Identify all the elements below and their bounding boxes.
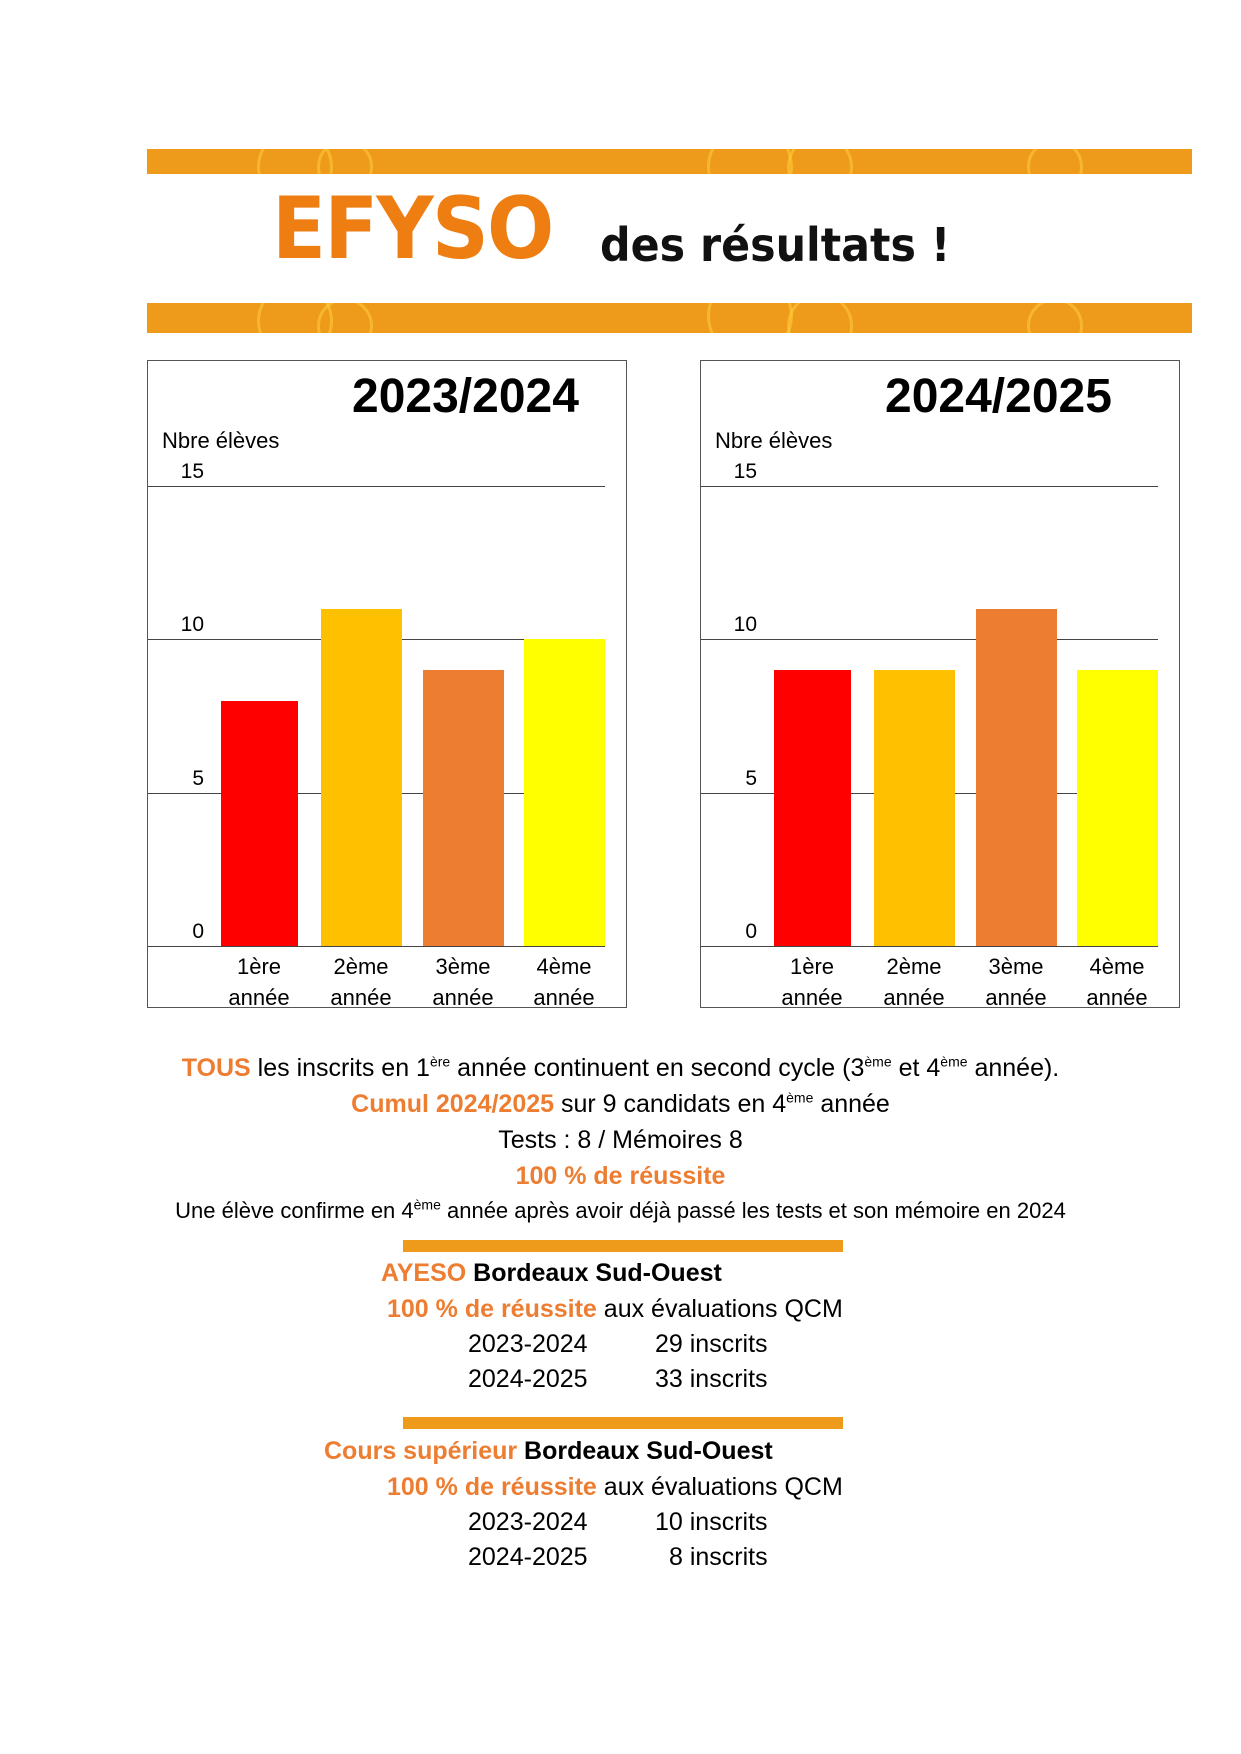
cours-superieur-row-count: 8 inscrits: [669, 1543, 768, 1571]
summary-line-note: Une élève confirme en 4ème année après a…: [175, 1196, 1066, 1223]
ayeso-row-count: 33 inscrits: [655, 1365, 768, 1393]
y-tick-5: 5: [745, 767, 757, 790]
chart-2023-2024: 2023/2024 Nbre élèves 15 10 5 0 1ère anné…: [147, 360, 627, 1010]
chart-title: 2023/2024: [352, 370, 579, 423]
gridline-15: [148, 486, 605, 487]
chart-title: 2024/2025: [885, 370, 1112, 423]
bar-3eme-annee: [423, 670, 504, 946]
gridline-10: [701, 639, 1158, 640]
y-tick-10: 10: [733, 613, 757, 636]
bars-container: [148, 486, 605, 946]
bar-2eme-annee: [874, 670, 955, 946]
x-label-4eme: 4ème année: [1086, 954, 1148, 1010]
chart-2024-2025: 2024/2025 Nbre élèves 15 10 5 0 1ère anné…: [700, 360, 1180, 1010]
bar-2eme-annee: [321, 609, 402, 946]
cours-superieur-row-count: 10 inscrits: [655, 1508, 768, 1536]
cours-superieur-row-year: 2024-2025: [468, 1543, 588, 1571]
x-label-1ere: 1ère année: [781, 954, 843, 1010]
brand-logo: EFYSO: [272, 179, 554, 279]
x-axis-baseline: [701, 946, 1158, 947]
y-tick-5: 5: [192, 767, 204, 790]
summary-line-tests: Tests : 8 / Mémoires 8: [498, 1126, 743, 1154]
bar-4eme-annee: [524, 639, 605, 946]
ayeso-row-year: 2024-2025: [468, 1365, 588, 1393]
banner-stripe-bottom: [147, 303, 1192, 333]
x-axis-baseline: [148, 946, 605, 947]
x-label-4eme: 4ème année: [533, 954, 595, 1010]
bar-3eme-annee: [976, 609, 1057, 946]
ayeso-row-count: 29 inscrits: [655, 1330, 768, 1358]
cours-superieur-success: 100 % de réussite aux évaluations QCM: [387, 1473, 843, 1501]
summary-line-success: 100 % de réussite: [515, 1162, 726, 1190]
ayeso-row-year: 2023-2024: [468, 1330, 588, 1358]
ayeso-heading: AYESO Bordeaux Sud-Ouest: [381, 1259, 722, 1287]
y-tick-10: 10: [180, 613, 204, 636]
plot-area: 15 10 5 0: [148, 460, 605, 947]
banner-stripe-top: [147, 149, 1192, 174]
x-label-3eme: 3ème année: [432, 954, 494, 1010]
x-label-1ere: 1ère année: [228, 954, 290, 1010]
x-label-3eme: 3ème année: [985, 954, 1047, 1010]
bar-4eme-annee: [1077, 670, 1158, 946]
y-axis-label: Nbre élèves: [162, 428, 280, 453]
x-label-2eme: 2ème année: [330, 954, 392, 1010]
bars-container: [701, 486, 1158, 946]
y-tick-15: 15: [733, 460, 757, 483]
ayeso-success: 100 % de réussite aux évaluations QCM: [387, 1295, 843, 1323]
plot-area: 15 10 5 0: [701, 460, 1158, 947]
cours-superieur-heading: Cours supérieur Bordeaux Sud-Ouest: [324, 1437, 773, 1465]
bar-1ere-annee: [221, 701, 298, 946]
y-tick-15: 15: [180, 460, 204, 483]
x-label-2eme: 2ème année: [883, 954, 945, 1010]
y-tick-0: 0: [192, 920, 204, 943]
y-tick-0: 0: [745, 920, 757, 943]
section-divider-cours-superieur: [403, 1417, 843, 1429]
banner-tagline: des résultats !: [600, 218, 951, 272]
cours-superieur-row-year: 2023-2024: [468, 1508, 588, 1536]
bar-1ere-annee: [774, 670, 851, 946]
section-divider-ayeso: [403, 1240, 843, 1252]
y-axis-label: Nbre élèves: [715, 428, 833, 453]
summary-line-cumul: Cumul 2024/2025 sur 9 candidats en 4ème …: [351, 1089, 890, 1118]
summary-line-tous: TOUS les inscrits en 1ère année continue…: [181, 1053, 1060, 1082]
gridline-15: [701, 486, 1158, 487]
